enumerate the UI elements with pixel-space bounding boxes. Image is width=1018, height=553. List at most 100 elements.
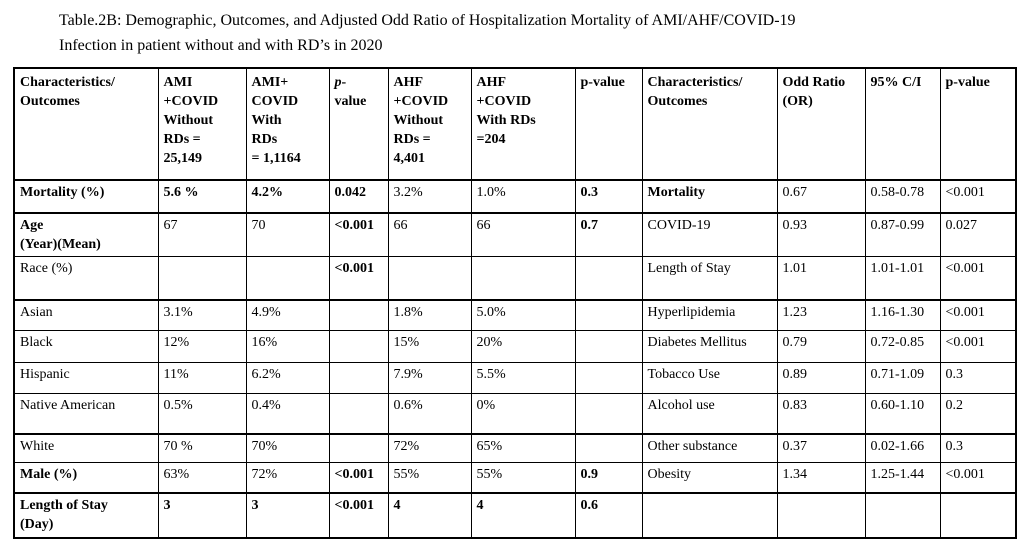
table-cell: 0.7 xyxy=(574,212,643,257)
table-row: Hispanic 11% 6.2% 7.9% 5.5% Tobacco Use 0.89 0.… xyxy=(13,362,1017,394)
column-header: 95% C/I xyxy=(864,67,941,181)
table-cell: 0.37 xyxy=(776,433,866,463)
table-cell xyxy=(328,433,389,463)
table-cell xyxy=(574,362,643,394)
table-cell: 1.01-1.01 xyxy=(864,256,941,300)
table-row: Native American 0.5% 0.4% 0.6% 0% Alcohol use… xyxy=(13,393,1017,434)
table-cell: 72% xyxy=(245,462,330,493)
row-label-cell: Mortality (%) xyxy=(13,179,159,214)
column-header: p- value xyxy=(328,67,389,181)
table-cell: <0.001 xyxy=(328,212,389,257)
table-row: Age (Year)(Mean) 67 70 <0.001 66 66 0.7 COVID-1… xyxy=(13,212,1017,257)
table-cell: 0.3 xyxy=(939,433,1017,463)
table-cell: 70% xyxy=(245,433,330,463)
table-cell: 55% xyxy=(387,462,472,493)
table-cell: 1.16-1.30 xyxy=(864,299,941,331)
table-cell: COVID-19 xyxy=(641,212,778,257)
column-header: Characteristics/ Outcomes xyxy=(641,67,778,181)
row-label-cell: Male (%) xyxy=(13,462,159,493)
table-cell: <0.001 xyxy=(939,179,1017,214)
row-label-cell: Age (Year)(Mean) xyxy=(13,212,159,257)
table-cell xyxy=(939,492,1017,538)
table-cell: Hyperlipidemia xyxy=(641,299,778,331)
column-header: AHF +COVID Without RDs = 4,401 xyxy=(387,67,472,181)
table-cell: 0.3 xyxy=(574,179,643,214)
table-cell: <0.001 xyxy=(939,330,1017,363)
table-cell xyxy=(574,299,643,331)
table-cell: 70 % xyxy=(157,433,247,463)
table-cell xyxy=(157,256,247,300)
table-cell: 1.01 xyxy=(776,256,866,300)
table-cell: 4 xyxy=(470,492,576,538)
table-row: Race (%) <0.001 Length of Stay 1.01 1.01-1.0… xyxy=(13,256,1017,300)
table-cell: Diabetes Mellitus xyxy=(641,330,778,363)
table-cell: Obesity xyxy=(641,462,778,493)
table-row: Asian 3.1% 4.9% 1.8% 5.0% Hyperlipidemia 1.23 1… xyxy=(13,299,1017,331)
table-cell: 5.5% xyxy=(470,362,576,394)
column-header: AMI+ COVID With RDs = 1,1164 xyxy=(245,67,330,181)
table-cell xyxy=(574,433,643,463)
table-cell: 4 xyxy=(387,492,472,538)
table-cell: 0.6% xyxy=(387,393,472,434)
table-cell: 0.89 xyxy=(776,362,866,394)
table-cell: 20% xyxy=(470,330,576,363)
column-header: AMI +COVID Without RDs = 25,149 xyxy=(157,67,247,181)
table-cell: 12% xyxy=(157,330,247,363)
table-cell xyxy=(641,492,778,538)
table-cell: 11% xyxy=(157,362,247,394)
table-row: Black 12% 16% 15% 20% Diabetes Mellitus 0.79 0.… xyxy=(13,330,1017,363)
table-cell: 7.9% xyxy=(387,362,472,394)
table-cell: 5.0% xyxy=(470,299,576,331)
table-cell: 1.23 xyxy=(776,299,866,331)
table-cell: 5.6 % xyxy=(157,179,247,214)
table-cell: 66 xyxy=(387,212,472,257)
table-cell xyxy=(328,299,389,331)
table-cell: 4.2% xyxy=(245,179,330,214)
table-cell: 0.042 xyxy=(328,179,389,214)
table-cell xyxy=(387,256,472,300)
table-cell: Length of Stay xyxy=(641,256,778,300)
row-label-cell: Length of Stay (Day) xyxy=(13,492,159,538)
table-body: Mortality (%) 5.6 % 4.2% 0.042 3.2% 1.0% 0.3 Mo… xyxy=(13,179,1017,538)
table-row: Male (%) 63% 72% <0.001 55% 55% 0.9 Obesity 1.34… xyxy=(13,462,1017,493)
table-cell: 0.67 xyxy=(776,179,866,214)
table-cell: Other substance xyxy=(641,433,778,463)
table-cell xyxy=(328,330,389,363)
demographics-table: Characteristics/ Outcomes AMI +COVID With… xyxy=(13,67,1017,539)
table-cell xyxy=(245,256,330,300)
row-label-cell: White xyxy=(13,433,159,463)
table-cell: 0.79 xyxy=(776,330,866,363)
row-label-cell: Hispanic xyxy=(13,362,159,394)
table-cell: <0.001 xyxy=(939,462,1017,493)
table-cell: 3 xyxy=(245,492,330,538)
table-cell: 4.9% xyxy=(245,299,330,331)
table-cell: 0.93 xyxy=(776,212,866,257)
table-cell: Alcohol use xyxy=(641,393,778,434)
table-cell: 0.83 xyxy=(776,393,866,434)
row-label-cell: Black xyxy=(13,330,159,363)
table-cell: <0.001 xyxy=(939,299,1017,331)
column-header: p-value xyxy=(574,67,643,181)
table-row: White 70 % 70% 72% 65% Other substance 0.37 0.0… xyxy=(13,433,1017,463)
table-cell: 0.02-1.66 xyxy=(864,433,941,463)
table-cell xyxy=(328,393,389,434)
column-header: p-value xyxy=(939,67,1017,181)
table-cell xyxy=(328,362,389,394)
table-cell: 1.0% xyxy=(470,179,576,214)
table-cell: Mortality xyxy=(641,179,778,214)
column-header: AHF +COVID With RDs =204 xyxy=(470,67,576,181)
table-cell: 0.87-0.99 xyxy=(864,212,941,257)
column-header: Characteristics/ Outcomes xyxy=(13,67,159,181)
table-cell: Tobacco Use xyxy=(641,362,778,394)
table-cell: 0.9 xyxy=(574,462,643,493)
table-cell: 72% xyxy=(387,433,472,463)
table-cell: 3.2% xyxy=(387,179,472,214)
table-row: Mortality (%) 5.6 % 4.2% 0.042 3.2% 1.0% 0.3 Mo… xyxy=(13,179,1017,214)
table-cell: 3.1% xyxy=(157,299,247,331)
table-cell: <0.001 xyxy=(328,492,389,538)
table-cell xyxy=(776,492,866,538)
column-header: Odd Ratio (OR) xyxy=(776,67,866,181)
table-cell: 0.72-0.85 xyxy=(864,330,941,363)
table-cell: 0.58-0.78 xyxy=(864,179,941,214)
